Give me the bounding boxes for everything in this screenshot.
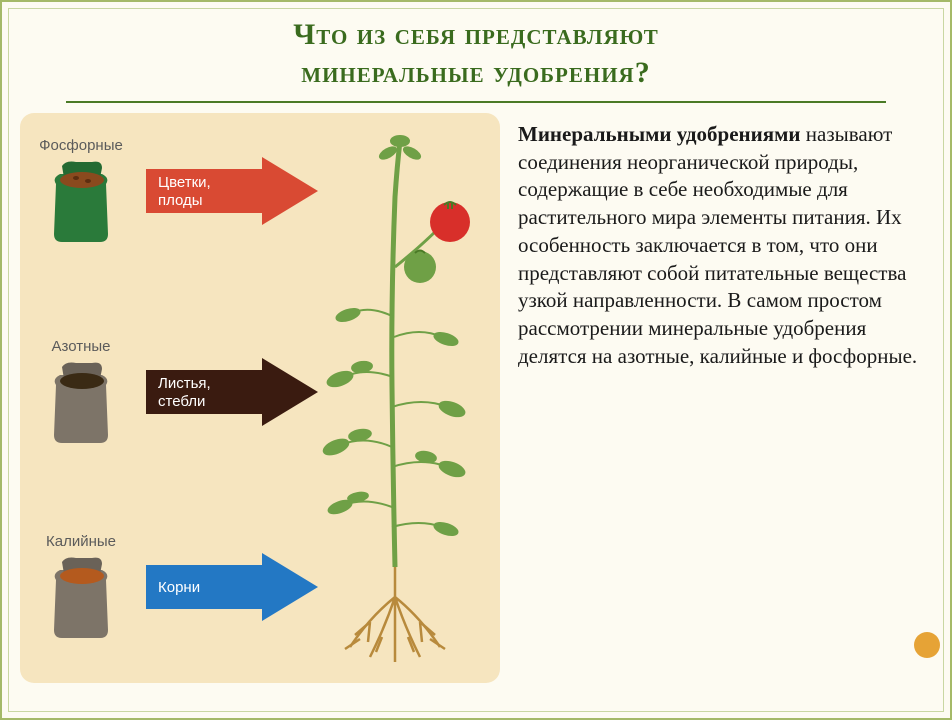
arrow-potassium: Корни (142, 551, 322, 628)
arrow-icon: Листья, стебли (142, 356, 322, 428)
plant-icon (310, 127, 480, 667)
bag-icon (42, 552, 120, 640)
bag-icon (42, 357, 120, 445)
plant-illustration (310, 127, 480, 667)
arrow-text-2b: стебли (158, 393, 205, 410)
fert-row-potassium: Калийные Корни (36, 533, 322, 645)
fertilizer-diagram: Фосфорные Цветки, плоды Аз (20, 113, 500, 683)
accent-dot (914, 632, 940, 658)
bag-label-potassium: Калийные (36, 533, 126, 550)
arrow-nitrogen: Листья, стебли (142, 356, 322, 433)
arrow-text-1a: Цветки, (158, 174, 211, 191)
arrow-icon: Корни (142, 551, 322, 623)
bag-phosphorus: Фосфорные (36, 137, 126, 249)
arrow-text-2a: Листья, (158, 375, 211, 392)
arrow-text-1b: плоды (158, 192, 203, 209)
fert-row-nitrogen: Азотные Листья, стебли (36, 338, 322, 450)
arrow-phosphorus: Цветки, плоды (142, 155, 322, 232)
bag-potassium: Калийные (36, 533, 126, 645)
bag-label-phosphorus: Фосфорные (36, 137, 126, 154)
arrow-icon: Цветки, плоды (142, 155, 322, 227)
fert-row-phosphorus: Фосфорные Цветки, плоды (36, 137, 322, 249)
bag-icon (42, 156, 120, 244)
bag-nitrogen: Азотные (36, 338, 126, 450)
arrow-text-3: Корни (158, 579, 200, 596)
bag-label-nitrogen: Азотные (36, 338, 126, 355)
